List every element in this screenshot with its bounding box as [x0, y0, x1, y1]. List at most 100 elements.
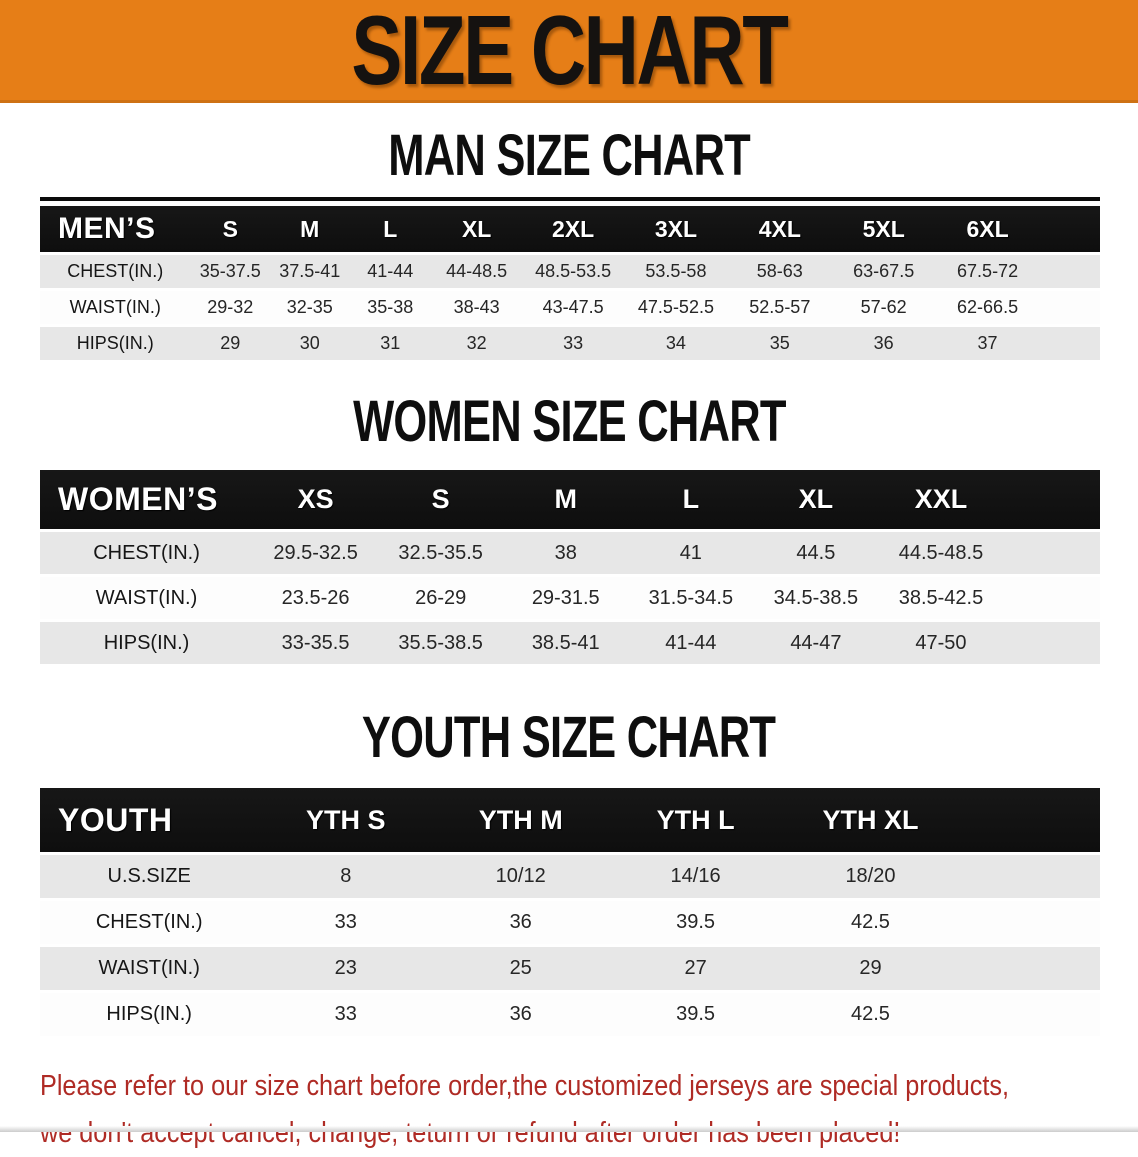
column-header: L [349, 206, 432, 252]
men-section-heading: MAN SIZE CHART [0, 127, 1138, 185]
size-value-cell: 41-44 [349, 255, 432, 288]
row-label: WAIST(IN.) [40, 947, 259, 990]
size-value-cell: 10/12 [433, 855, 609, 898]
disclaimer-line-2: we don't accept cancel, change, teturn o… [40, 1117, 901, 1149]
row-label: CHEST(IN.) [40, 901, 259, 944]
size-value-cell: 44.5 [753, 532, 879, 574]
youth-size-table: YOUTH YTH S YTH M YTH L YTH XL U.S.SIZE 8 10/12… [40, 785, 1100, 1039]
size-value-cell: 25 [433, 947, 609, 990]
size-value-cell: 39.5 [608, 993, 784, 1036]
column-header: 2XL [522, 206, 624, 252]
row-label: HIPS(IN.) [40, 622, 254, 664]
row-label: U.S.SIZE [40, 855, 259, 898]
women-section-heading: WOMEN SIZE CHART [0, 393, 1138, 451]
column-header: M [503, 470, 629, 529]
table-header-label: MEN’S [40, 206, 191, 252]
size-value-cell: 47.5-52.5 [624, 291, 728, 324]
row-spacer [1039, 255, 1100, 288]
size-value-cell: 35.5-38.5 [378, 622, 504, 664]
size-value-cell: 32 [431, 327, 523, 360]
disclaimer-text: Please refer to our size chart before or… [40, 1063, 1118, 1157]
row-spacer [957, 993, 1100, 1036]
column-header: M [270, 206, 350, 252]
size-value-cell: 34.5-38.5 [753, 577, 879, 619]
size-value-cell: 42.5 [783, 901, 958, 944]
size-value-cell: 36 [831, 327, 936, 360]
column-header: YTH L [608, 788, 784, 852]
size-value-cell: 43-47.5 [522, 291, 624, 324]
youth-size-section: YOUTH SIZE CHART YOUTH YTH S YTH M YTH L YTH… [0, 709, 1138, 1039]
size-value-cell: 31.5-34.5 [628, 577, 754, 619]
men-table-wrap: MEN’S S M L XL 2XL 3XL 4XL 5XL 6XL CHEST(IN.) 35-37… [40, 197, 1100, 363]
banner-title: SIZE CHART [351, 0, 789, 105]
women-table-wrap: WOMEN’S XS S M L XL XXL CHEST(IN.) 29.5-32.5 32.5… [40, 467, 1100, 667]
table-row: HIPS(IN.) 33 36 39.5 42.5 [40, 993, 1100, 1036]
size-value-cell: 23.5-26 [253, 577, 379, 619]
table-row: U.S.SIZE 8 10/12 14/16 18/20 [40, 855, 1100, 898]
size-value-cell: 35 [727, 327, 832, 360]
page-bottom-edge [0, 1126, 1138, 1132]
column-header: YTH S [258, 788, 434, 852]
size-value-cell: 44-48.5 [431, 255, 523, 288]
size-value-cell: 26-29 [378, 577, 504, 619]
women-section-heading-text: WOMEN SIZE CHART [352, 389, 786, 454]
size-value-cell: 33 [258, 901, 434, 944]
table-row: HIPS(IN.) 33-35.5 35.5-38.5 38.5-41 41-44 44-… [40, 622, 1100, 664]
column-header: XL [753, 470, 879, 529]
size-value-cell: 62-66.5 [935, 291, 1040, 324]
size-value-cell: 57-62 [831, 291, 936, 324]
women-size-section: WOMEN SIZE CHART WOMEN’S XS S M L XL XXL CHEST(… [0, 393, 1138, 667]
column-header: 5XL [831, 206, 936, 252]
size-value-cell: 39.5 [608, 901, 784, 944]
men-size-section: MAN SIZE CHART MEN’S S M L XL 2XL 3XL 4XL 5XL 6XL… [0, 127, 1138, 363]
youth-section-heading: YOUTH SIZE CHART [0, 709, 1138, 767]
row-label: HIPS(IN.) [40, 993, 259, 1036]
row-spacer [957, 855, 1100, 898]
size-value-cell: 29-32 [190, 291, 270, 324]
size-value-cell: 37.5-41 [270, 255, 350, 288]
size-value-cell: 14/16 [608, 855, 784, 898]
size-value-cell: 38.5-41 [503, 622, 629, 664]
size-chart-banner: SIZE CHART [0, 0, 1138, 103]
size-value-cell: 32-35 [270, 291, 350, 324]
row-spacer [1039, 291, 1100, 324]
column-header: L [628, 470, 754, 529]
size-value-cell: 41-44 [628, 622, 754, 664]
size-value-cell: 8 [258, 855, 434, 898]
size-value-cell: 29 [783, 947, 958, 990]
column-header: 6XL [935, 206, 1040, 252]
disclaimer-line-1: Please refer to our size chart before or… [40, 1070, 1010, 1102]
size-value-cell: 48.5-53.5 [522, 255, 624, 288]
size-value-cell: 38-43 [431, 291, 523, 324]
table-header-row: WOMEN’S XS S M L XL XXL [40, 470, 1100, 529]
row-label: HIPS(IN.) [40, 327, 191, 360]
youth-table-wrap: YOUTH YTH S YTH M YTH L YTH XL U.S.SIZE 8 10/12… [40, 785, 1100, 1039]
size-value-cell: 29-31.5 [503, 577, 629, 619]
row-spacer [1039, 327, 1100, 360]
table-header-label: YOUTH [40, 788, 259, 852]
size-value-cell: 41 [628, 532, 754, 574]
size-value-cell: 58-63 [727, 255, 832, 288]
table-header-row: MEN’S S M L XL 2XL 3XL 4XL 5XL 6XL [40, 206, 1100, 252]
men-section-heading-text: MAN SIZE CHART [388, 123, 750, 188]
row-label: CHEST(IN.) [40, 532, 254, 574]
size-value-cell: 29.5-32.5 [253, 532, 379, 574]
column-header: S [190, 206, 270, 252]
youth-section-heading-text: YOUTH SIZE CHART [362, 705, 776, 770]
column-header: XXL [878, 470, 1004, 529]
size-value-cell: 42.5 [783, 993, 958, 1036]
table-row: WAIST(IN.) 23.5-26 26-29 29-31.5 31.5-34.5 34… [40, 577, 1100, 619]
size-value-cell: 47-50 [878, 622, 1004, 664]
header-spacer [957, 788, 1100, 852]
table-header-label: WOMEN’S [40, 470, 254, 529]
table-row: WAIST(IN.) 29-32 32-35 35-38 38-43 43-47.5 47.… [40, 291, 1100, 324]
row-label: WAIST(IN.) [40, 291, 191, 324]
size-value-cell: 52.5-57 [727, 291, 832, 324]
size-value-cell: 32.5-35.5 [378, 532, 504, 574]
table-row: CHEST(IN.) 29.5-32.5 32.5-35.5 38 41 44.5 44.5… [40, 532, 1100, 574]
column-header: YTH XL [783, 788, 958, 852]
size-value-cell: 34 [624, 327, 728, 360]
size-value-cell: 33 [522, 327, 624, 360]
size-value-cell: 33 [258, 993, 434, 1036]
column-header: 3XL [624, 206, 728, 252]
